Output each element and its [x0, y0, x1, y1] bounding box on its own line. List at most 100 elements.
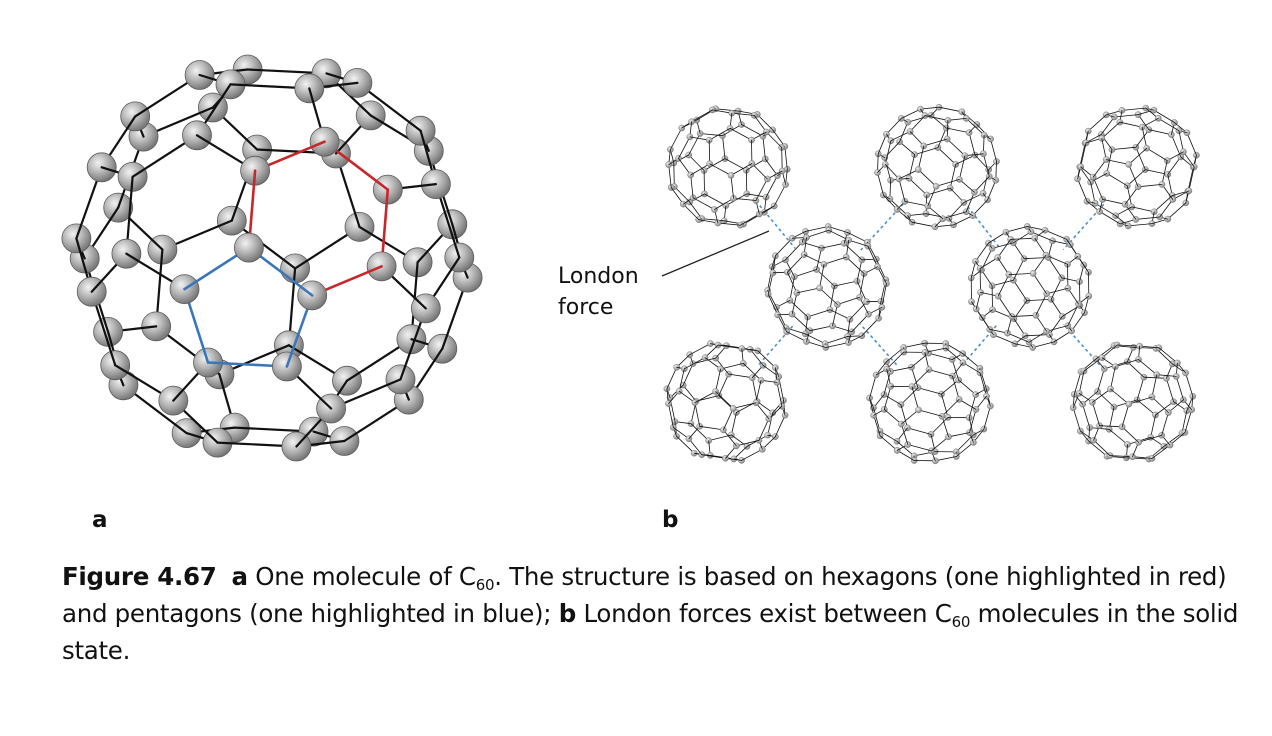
caption-part-4: molecules in the solid state.: [62, 599, 1239, 665]
bond: [896, 440, 915, 457]
bond: [1113, 114, 1139, 118]
bond: [745, 169, 748, 195]
c60-molecule-large: [61, 54, 483, 462]
bond: [765, 175, 778, 198]
bond: [1046, 325, 1069, 332]
bond: [715, 391, 734, 409]
bond: [861, 317, 879, 337]
bond: [1135, 216, 1161, 220]
bond: [1079, 142, 1086, 168]
bond: [1159, 199, 1174, 218]
bond: [1099, 425, 1123, 428]
bond: [1100, 116, 1115, 135]
bond: [816, 269, 835, 287]
c60-lattice: [663, 103, 1200, 465]
bond: [1138, 359, 1158, 376]
bond: [1141, 126, 1148, 149]
bond: [937, 147, 957, 165]
bond: [689, 343, 711, 356]
bond: [911, 369, 930, 388]
c60-molecule-small: [967, 223, 1093, 351]
bond: [730, 174, 734, 199]
bond: [1188, 166, 1195, 192]
bond: [1135, 146, 1146, 171]
bond: [1080, 142, 1087, 168]
bond: [969, 408, 977, 434]
bond: [726, 345, 751, 350]
figure-canvas: [61, 54, 1200, 465]
bond: [983, 405, 991, 430]
bond: [931, 436, 949, 452]
bond: [701, 218, 725, 222]
bond: [1171, 134, 1182, 158]
bond: [767, 293, 779, 316]
bond: [784, 146, 788, 170]
bond: [739, 213, 760, 226]
bond: [816, 247, 822, 270]
bond: [773, 184, 786, 207]
bond: [766, 131, 783, 148]
bond: [1008, 272, 1034, 276]
bond: [1105, 159, 1130, 165]
bond: [1146, 147, 1168, 162]
bond: [1153, 195, 1173, 213]
bond: [1128, 147, 1148, 165]
bond: [848, 239, 869, 247]
bond: [1035, 293, 1047, 316]
bond: [1128, 163, 1139, 188]
bond: [1013, 318, 1026, 337]
bond: [979, 257, 999, 269]
bond: [843, 242, 863, 261]
bond: [751, 377, 758, 402]
bond: [690, 174, 694, 199]
callout-leader-line: [661, 230, 770, 277]
bond: [968, 132, 976, 156]
bond: [1121, 107, 1147, 111]
bond: [683, 357, 706, 370]
caption-part-1: One molecule of C: [255, 562, 476, 591]
bond: [911, 386, 919, 411]
bond: [819, 287, 838, 305]
bond: [856, 280, 867, 303]
bond: [975, 308, 991, 330]
bond: [1101, 121, 1121, 139]
bond: [1030, 231, 1053, 242]
bond: [1148, 129, 1172, 136]
bond: [791, 292, 798, 315]
bond: [709, 454, 735, 460]
bond: [1011, 314, 1037, 317]
bond: [834, 280, 858, 287]
bond: [1034, 237, 1047, 256]
bond: [958, 379, 977, 396]
bond: [709, 163, 732, 176]
bond: [828, 229, 850, 241]
bond: [1097, 368, 1105, 392]
bond: [1136, 399, 1156, 416]
bond: [682, 384, 697, 402]
bond: [1184, 409, 1193, 433]
bond: [745, 158, 766, 171]
bond: [1110, 366, 1116, 390]
bond: [751, 163, 768, 180]
bond: [883, 385, 892, 410]
bond: [774, 414, 786, 438]
bond: [676, 435, 695, 454]
bond: [930, 416, 949, 435]
carbon-atom: [1125, 161, 1132, 168]
bond: [927, 185, 937, 207]
bond: [829, 285, 835, 311]
bond: [1157, 117, 1180, 132]
bond: [1128, 396, 1153, 405]
caption-b-marker: b: [558, 599, 577, 628]
bond: [1090, 181, 1096, 204]
caption-part-2: . The structure is based on hexagons (on…: [62, 562, 1227, 628]
bond: [733, 197, 757, 201]
bond: [901, 409, 919, 425]
bond: [1049, 315, 1063, 336]
bond: [704, 193, 727, 207]
bond: [807, 309, 831, 318]
bond: [673, 162, 675, 187]
caption-sub-2: 60: [951, 613, 971, 631]
bond: [764, 158, 778, 177]
bond: [678, 368, 685, 392]
